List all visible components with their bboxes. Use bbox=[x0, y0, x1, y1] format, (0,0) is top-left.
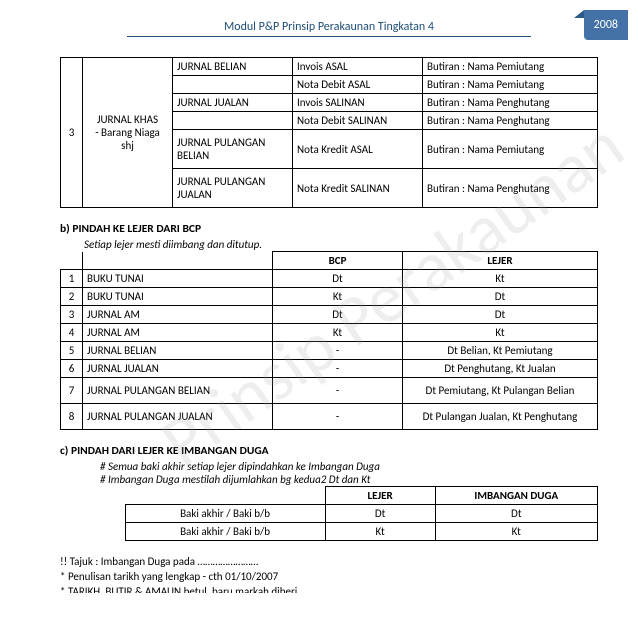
section-c-sub2: # Imbangan Duga mestilah dijumlahkan bg … bbox=[100, 473, 598, 486]
t2-r0-c1: BUKU TUNAI bbox=[83, 270, 273, 288]
t2-h-bcp: BCP bbox=[273, 252, 403, 270]
t1-r3-c3: Butiran : Nama Penghutang bbox=[423, 112, 598, 130]
t2-r5-n: 6 bbox=[61, 360, 83, 378]
t2-r7-c3: Dt Pulangan Jualan, Kt Penghutang bbox=[403, 404, 598, 430]
header-title: Modul P&P Prinsip Perakaunan Tingkatan 4 bbox=[224, 20, 434, 34]
section-c-sub1: # Semua baki akhir setiap lejer dipindah… bbox=[100, 460, 598, 473]
t1-r0-c3: Butiran : Nama Pemiutang bbox=[423, 58, 598, 76]
t2-r6-c2: - bbox=[273, 378, 403, 404]
t3-r0-c1: Baki akhir / Baki b/b bbox=[125, 505, 325, 523]
t2-r0-c3: Kt bbox=[403, 270, 598, 288]
t3-h-lejer: LEJER bbox=[325, 487, 435, 505]
t2-r2-c1: JURNAL AM bbox=[83, 306, 273, 324]
t2-r5-c2: - bbox=[273, 360, 403, 378]
t2-r7-c1: JURNAL PULANGAN JUALAN bbox=[83, 404, 273, 430]
t3-h-imbangan: IMBANGAN DUGA bbox=[435, 487, 597, 505]
t1-r3-c2: Nota Debit SALINAN bbox=[293, 112, 423, 130]
t1-r4-c1: JURNAL PULANGAN BELIAN bbox=[173, 130, 293, 169]
t2-r0-c2: Dt bbox=[273, 270, 403, 288]
t2-r4-n: 5 bbox=[61, 342, 83, 360]
t3-r0-c3: Dt bbox=[435, 505, 597, 523]
t2-r6-n: 7 bbox=[61, 378, 83, 404]
t2-r6-c1: JURNAL PULANGAN BELIAN bbox=[83, 378, 273, 404]
t3-r0-c2: Dt bbox=[325, 505, 435, 523]
section-c-title: c) PINDAH DARI LEJER KE IMBANGAN DUGA bbox=[60, 444, 598, 458]
t2-r1-c1: BUKU TUNAI bbox=[83, 288, 273, 306]
t2-r3-c2: Kt bbox=[273, 324, 403, 342]
t1-rowhead: JURNAL KHAS- Barang Niagashj bbox=[83, 58, 173, 208]
t1-r2-c3: Butiran : Nama Penghutang bbox=[423, 94, 598, 112]
t2-r6-c3: Dt Pemiutang, Kt Pulangan Belian bbox=[403, 378, 598, 404]
t2-r5-c3: Dt Penghutang, Kt Jualan bbox=[403, 360, 598, 378]
t1-r0-c2: Invois ASAL bbox=[293, 58, 423, 76]
t1-r0-c1: JURNAL BELIAN bbox=[173, 58, 293, 76]
t1-r5-c2: Nota Kredit SALINAN bbox=[293, 169, 423, 208]
t1-r3-c1 bbox=[173, 112, 293, 130]
header-rule bbox=[127, 36, 531, 37]
section-b-sub: Setiap lejer mesti diimbang dan ditutup. bbox=[84, 238, 598, 251]
t2-r2-c3: Dt bbox=[403, 306, 598, 324]
t3-r1-c3: Kt bbox=[435, 523, 597, 541]
t3-r1-c2: Kt bbox=[325, 523, 435, 541]
t1-r4-c3: Butiran : Nama Pemiutang bbox=[423, 130, 598, 169]
section-b-title: b) PINDAH KE LEJER DARI BCP bbox=[60, 222, 598, 236]
t2-r2-n: 3 bbox=[61, 306, 83, 324]
t1-r1-c3: Butiran : Nama Pemiutang bbox=[423, 76, 598, 94]
t2-r3-c3: Kt bbox=[403, 324, 598, 342]
t2-r3-c1: JURNAL AM bbox=[83, 324, 273, 342]
t2-r7-n: 8 bbox=[61, 404, 83, 430]
t2-r3-n: 4 bbox=[61, 324, 83, 342]
t2-r0-n: 1 bbox=[61, 270, 83, 288]
table-jurnal-khas: 3 JURNAL KHAS- Barang Niagashj JURNAL BE… bbox=[60, 57, 598, 208]
t2-r7-c2: - bbox=[273, 404, 403, 430]
t1-r2-c1: JURNAL JUALAN bbox=[173, 94, 293, 112]
note-cut: * TARIKH, BUTIR & AMAUN betul, baru mark… bbox=[60, 585, 598, 593]
t2-r1-n: 2 bbox=[61, 288, 83, 306]
t1-r4-c2: Nota Kredit ASAL bbox=[293, 130, 423, 169]
t3-r1-c1: Baki akhir / Baki b/b bbox=[125, 523, 325, 541]
t1-num: 3 bbox=[61, 58, 83, 208]
t1-r5-c1: JURNAL PULANGAN JUALAN bbox=[173, 169, 293, 208]
t1-r1-c2: Nota Debit ASAL bbox=[293, 76, 423, 94]
note-tarikh: * Penulisan tarikh yang lengkap - cth 01… bbox=[60, 570, 598, 583]
t1-r2-c2: Invois SALINAN bbox=[293, 94, 423, 112]
page-header: Modul P&P Prinsip Perakaunan Tingkatan 4… bbox=[60, 20, 598, 37]
year-badge: 2008 bbox=[584, 10, 628, 40]
t2-r1-c3: Dt bbox=[403, 288, 598, 306]
note-tajuk: !! Tajuk : Imbangan Duga pada …………………… bbox=[60, 555, 598, 568]
t1-r5-c3: Butiran : Nama Penghutang bbox=[423, 169, 598, 208]
t2-r4-c3: Dt Belian, Kt Pemiutang bbox=[403, 342, 598, 360]
t2-r1-c2: Kt bbox=[273, 288, 403, 306]
table-pindah-lejer: BCP LEJER 1BUKU TUNAIDtKt 2BUKU TUNAIKtD… bbox=[60, 251, 598, 430]
t2-r4-c1: JURNAL BELIAN bbox=[83, 342, 273, 360]
t2-r4-c2: - bbox=[273, 342, 403, 360]
t1-r1-c1 bbox=[173, 76, 293, 94]
t2-r2-c2: Dt bbox=[273, 306, 403, 324]
t2-r5-c1: JURNAL JUALAN bbox=[83, 360, 273, 378]
t2-h-lejer: LEJER bbox=[403, 252, 598, 270]
table-imbangan-duga: LEJER IMBANGAN DUGA Baki akhir / Baki b/… bbox=[125, 486, 598, 541]
